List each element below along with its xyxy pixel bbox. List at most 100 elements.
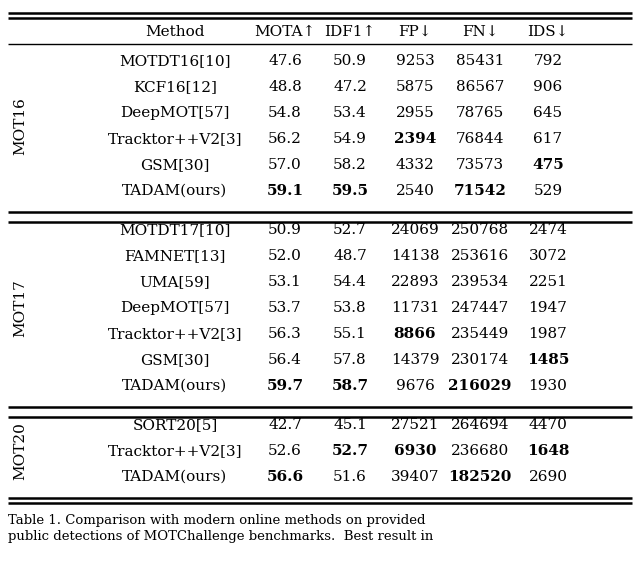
Text: 617: 617 (533, 132, 563, 146)
Text: 57.8: 57.8 (333, 353, 367, 367)
Text: KCF16[12]: KCF16[12] (133, 80, 217, 94)
Text: 73573: 73573 (456, 158, 504, 172)
Text: 47.2: 47.2 (333, 80, 367, 94)
Text: 11731: 11731 (391, 301, 439, 315)
Text: 2540: 2540 (396, 184, 435, 198)
Text: 250768: 250768 (451, 223, 509, 237)
Text: 27521: 27521 (391, 418, 439, 432)
Text: 78765: 78765 (456, 106, 504, 120)
Text: MOT17: MOT17 (13, 279, 27, 337)
Text: 76844: 76844 (456, 132, 504, 146)
Text: 56.3: 56.3 (268, 327, 302, 341)
Text: MOTDT17[10]: MOTDT17[10] (119, 223, 230, 237)
Text: 59.7: 59.7 (266, 379, 303, 393)
Text: 14379: 14379 (391, 353, 439, 367)
Text: 239534: 239534 (451, 275, 509, 289)
Text: 1947: 1947 (529, 301, 568, 315)
Text: FP↓: FP↓ (398, 25, 432, 39)
Text: 1987: 1987 (529, 327, 568, 341)
Text: 529: 529 (533, 184, 563, 198)
Text: 22893: 22893 (391, 275, 439, 289)
Text: MOT16: MOT16 (13, 97, 27, 155)
Text: 5875: 5875 (396, 80, 435, 94)
Text: MOTA↑: MOTA↑ (254, 25, 316, 39)
Text: 58.2: 58.2 (333, 158, 367, 172)
Text: TADAM(ours): TADAM(ours) (122, 379, 228, 393)
Text: 2955: 2955 (396, 106, 435, 120)
Text: 52.7: 52.7 (332, 444, 369, 458)
Text: Tracktor++V2[3]: Tracktor++V2[3] (108, 132, 243, 146)
Text: 59.1: 59.1 (266, 184, 303, 198)
Text: 6930: 6930 (394, 444, 436, 458)
Text: 57.0: 57.0 (268, 158, 302, 172)
Text: 42.7: 42.7 (268, 418, 302, 432)
Text: 48.7: 48.7 (333, 249, 367, 263)
Text: MOTDT16[10]: MOTDT16[10] (119, 54, 231, 68)
Text: 86567: 86567 (456, 80, 504, 94)
Text: Method: Method (145, 25, 205, 39)
Text: 52.6: 52.6 (268, 444, 302, 458)
Text: 54.4: 54.4 (333, 275, 367, 289)
Text: GSM[30]: GSM[30] (140, 353, 210, 367)
Text: 54.9: 54.9 (333, 132, 367, 146)
Text: 2474: 2474 (529, 223, 568, 237)
Text: 264694: 264694 (451, 418, 509, 432)
Text: 8866: 8866 (394, 327, 436, 341)
Text: 3072: 3072 (529, 249, 568, 263)
Text: 47.6: 47.6 (268, 54, 302, 68)
Text: 645: 645 (533, 106, 563, 120)
Text: 9676: 9676 (396, 379, 435, 393)
Text: 45.1: 45.1 (333, 418, 367, 432)
Text: TADAM(ours): TADAM(ours) (122, 184, 228, 198)
Text: 253616: 253616 (451, 249, 509, 263)
Text: TADAM(ours): TADAM(ours) (122, 470, 228, 484)
Text: UMA[59]: UMA[59] (140, 275, 211, 289)
Text: 247447: 247447 (451, 301, 509, 315)
Text: 906: 906 (533, 80, 563, 94)
Text: 14138: 14138 (391, 249, 439, 263)
Text: 52.7: 52.7 (333, 223, 367, 237)
Text: 51.6: 51.6 (333, 470, 367, 484)
Text: IDS↓: IDS↓ (527, 25, 569, 39)
Text: 53.7: 53.7 (268, 301, 302, 315)
Text: 182520: 182520 (448, 470, 512, 484)
Text: FAMNET[13]: FAMNET[13] (124, 249, 226, 263)
Text: 53.1: 53.1 (268, 275, 302, 289)
Text: 792: 792 (533, 54, 563, 68)
Text: Tracktor++V2[3]: Tracktor++V2[3] (108, 444, 243, 458)
Text: MOT20: MOT20 (13, 422, 27, 480)
Text: 39407: 39407 (391, 470, 439, 484)
Text: 235449: 235449 (451, 327, 509, 341)
Text: IDF1↑: IDF1↑ (324, 25, 376, 39)
Text: 236680: 236680 (451, 444, 509, 458)
Text: 48.8: 48.8 (268, 80, 302, 94)
Text: 55.1: 55.1 (333, 327, 367, 341)
Text: 59.5: 59.5 (332, 184, 369, 198)
Text: 52.0: 52.0 (268, 249, 302, 263)
Text: SORT20[5]: SORT20[5] (132, 418, 218, 432)
Text: Table 1. Comparison with modern online methods on provided: Table 1. Comparison with modern online m… (8, 514, 426, 527)
Text: 56.2: 56.2 (268, 132, 302, 146)
Text: 475: 475 (532, 158, 564, 172)
Text: 2251: 2251 (529, 275, 568, 289)
Text: 85431: 85431 (456, 54, 504, 68)
Text: 54.8: 54.8 (268, 106, 302, 120)
Text: 50.9: 50.9 (268, 223, 302, 237)
Text: Tracktor++V2[3]: Tracktor++V2[3] (108, 327, 243, 341)
Text: 56.6: 56.6 (266, 470, 303, 484)
Text: 53.4: 53.4 (333, 106, 367, 120)
Text: 50.9: 50.9 (333, 54, 367, 68)
Text: 2394: 2394 (394, 132, 436, 146)
Text: 2690: 2690 (529, 470, 568, 484)
Text: 56.4: 56.4 (268, 353, 302, 367)
Text: 53.8: 53.8 (333, 301, 367, 315)
Text: 58.7: 58.7 (332, 379, 369, 393)
Text: 216029: 216029 (448, 379, 512, 393)
Text: 1485: 1485 (527, 353, 569, 367)
Text: DeepMOT[57]: DeepMOT[57] (120, 106, 230, 120)
Text: 4332: 4332 (396, 158, 435, 172)
Text: FN↓: FN↓ (461, 25, 499, 39)
Text: 9253: 9253 (396, 54, 435, 68)
Text: 4470: 4470 (529, 418, 568, 432)
Text: 71542: 71542 (454, 184, 506, 198)
